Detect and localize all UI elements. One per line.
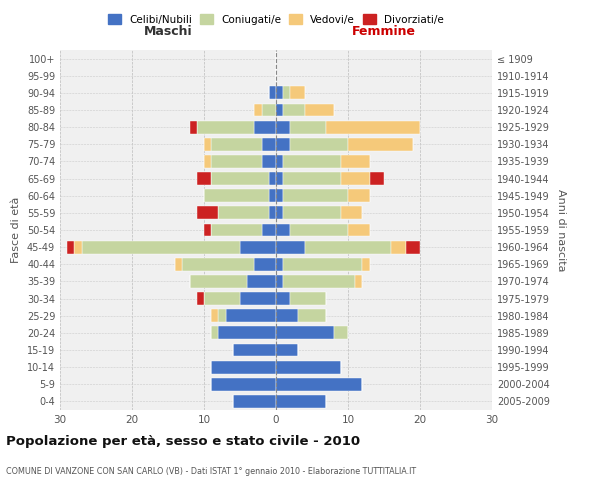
Bar (254, 120, 276, 134)
Bar (283, 190, 348, 202)
Bar (204, 190, 269, 202)
Bar (290, 120, 326, 134)
Bar (211, 138, 262, 150)
Bar (218, 326, 276, 340)
Bar (240, 240, 276, 254)
Bar (254, 258, 276, 270)
Bar (276, 104, 283, 117)
Bar (283, 275, 355, 288)
Bar (204, 292, 240, 305)
Bar (298, 310, 326, 322)
Bar (370, 172, 384, 185)
Bar (211, 224, 262, 236)
Bar (218, 310, 226, 322)
Bar (391, 240, 406, 254)
Bar (362, 258, 370, 270)
Bar (276, 120, 290, 134)
Legend: Celibi/Nubili, Coniugati/e, Vedovi/e, Divorziati/e: Celibi/Nubili, Coniugati/e, Vedovi/e, Di… (104, 10, 448, 29)
Bar (290, 86, 305, 100)
Bar (283, 155, 341, 168)
Bar (305, 240, 391, 254)
Bar (341, 172, 370, 185)
Bar (276, 258, 283, 270)
Bar (269, 86, 276, 100)
Bar (348, 224, 370, 236)
Bar (74, 240, 82, 254)
Text: COMUNE DI VANZONE CON SAN CARLO (VB) - Dati ISTAT 1° gennaio 2010 - Elaborazione: COMUNE DI VANZONE CON SAN CARLO (VB) - D… (6, 468, 416, 476)
Bar (276, 155, 283, 168)
Bar (283, 172, 341, 185)
Bar (341, 155, 370, 168)
Bar (211, 360, 276, 374)
Bar (197, 120, 254, 134)
Bar (276, 378, 362, 390)
Bar (226, 310, 276, 322)
Bar (334, 326, 348, 340)
Bar (211, 172, 269, 185)
Bar (290, 138, 348, 150)
Bar (276, 395, 326, 408)
Bar (233, 344, 276, 356)
Bar (283, 258, 362, 270)
Bar (204, 155, 211, 168)
Y-axis label: Fasce di età: Fasce di età (11, 197, 21, 263)
Bar (240, 292, 276, 305)
Bar (276, 292, 290, 305)
Bar (175, 258, 182, 270)
Bar (211, 155, 262, 168)
Bar (211, 378, 276, 390)
Bar (348, 190, 370, 202)
Bar (197, 172, 211, 185)
Bar (269, 172, 276, 185)
Bar (290, 224, 348, 236)
Bar (262, 138, 276, 150)
Bar (283, 104, 305, 117)
Bar (326, 120, 420, 134)
Bar (233, 395, 276, 408)
Bar (283, 206, 341, 220)
Bar (355, 275, 362, 288)
Bar (204, 224, 211, 236)
Bar (67, 240, 74, 254)
Bar (262, 104, 276, 117)
Bar (276, 275, 283, 288)
Bar (276, 206, 283, 220)
Bar (262, 224, 276, 236)
Bar (182, 258, 254, 270)
Bar (276, 190, 283, 202)
Bar (341, 206, 362, 220)
Bar (190, 275, 247, 288)
Bar (211, 310, 218, 322)
Bar (276, 172, 283, 185)
Text: Maschi: Maschi (143, 25, 193, 38)
Bar (190, 120, 197, 134)
Text: Popolazione per età, sesso e stato civile - 2010: Popolazione per età, sesso e stato civil… (6, 435, 360, 448)
Bar (276, 344, 298, 356)
Text: Femmine: Femmine (352, 25, 416, 38)
Bar (276, 360, 341, 374)
Bar (290, 292, 326, 305)
Y-axis label: Anni di nascita: Anni di nascita (556, 188, 566, 271)
Bar (276, 240, 305, 254)
Bar (305, 104, 334, 117)
Bar (276, 310, 298, 322)
Bar (247, 275, 276, 288)
Bar (218, 206, 269, 220)
Bar (82, 240, 240, 254)
Bar (276, 326, 334, 340)
Bar (276, 86, 283, 100)
Bar (204, 138, 211, 150)
Bar (197, 292, 204, 305)
Bar (269, 206, 276, 220)
Bar (276, 224, 290, 236)
Bar (197, 206, 218, 220)
Bar (276, 138, 290, 150)
Bar (406, 240, 420, 254)
Bar (254, 104, 262, 117)
Bar (262, 155, 276, 168)
Bar (269, 190, 276, 202)
Bar (211, 326, 218, 340)
Bar (348, 138, 413, 150)
Bar (283, 86, 290, 100)
